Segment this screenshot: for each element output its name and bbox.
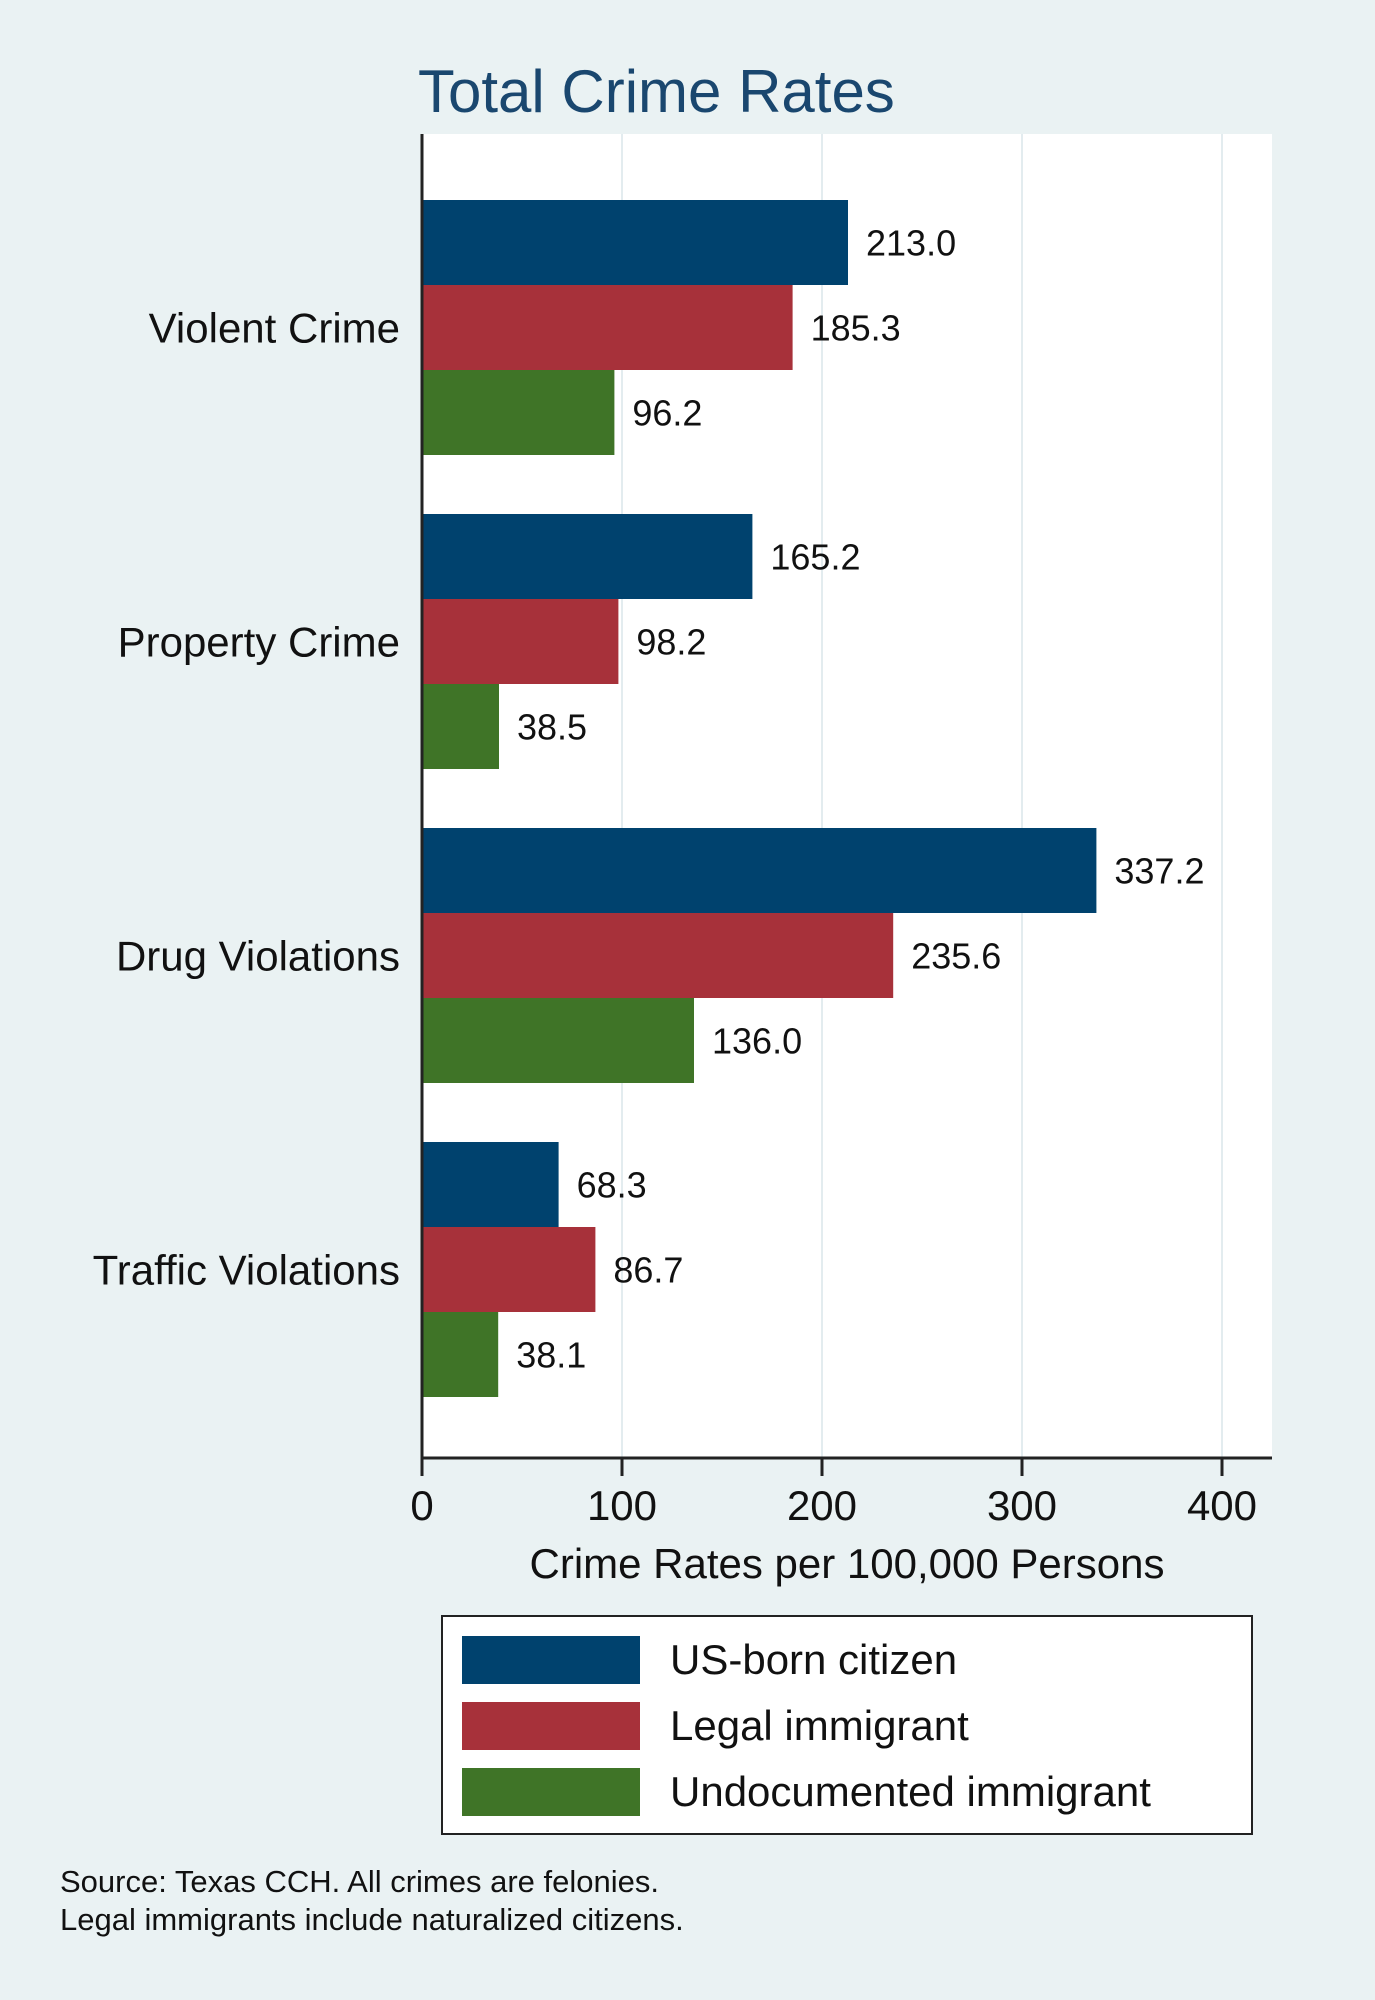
legend-swatch [462, 1702, 640, 1750]
legend: US-born citizen Legal immigrant Undocument… [441, 1615, 1253, 1835]
x-tick-label: 400 [1187, 1482, 1257, 1529]
category-label: Traffic Violations [93, 1247, 400, 1294]
bar-value-label: 165.2 [770, 537, 860, 578]
legend-label: Undocumented immigrant [670, 1768, 1151, 1815]
bar-3-1 [422, 1227, 596, 1312]
bar-value-label: 38.5 [517, 707, 587, 748]
x-tick-label: 300 [987, 1482, 1057, 1529]
category-label: Violent Crime [149, 305, 400, 352]
bar-1-1 [422, 599, 619, 684]
bar-value-label: 38.1 [516, 1335, 586, 1376]
bar-3-0 [422, 1142, 559, 1227]
source-notes: Source: Texas CCH. All crimes are feloni… [60, 1864, 684, 1937]
x-tick-label: 200 [787, 1482, 857, 1529]
bar-value-label: 136.0 [712, 1021, 802, 1062]
bar-value-label: 96.2 [632, 393, 702, 434]
x-tick-label: 0 [410, 1482, 433, 1529]
bar-1-0 [422, 514, 753, 599]
category-label: Property Crime [118, 619, 400, 666]
bar-3-2 [422, 1312, 499, 1397]
legend-swatch [462, 1768, 640, 1816]
bar-value-label: 98.2 [636, 622, 706, 663]
legend-swatch [462, 1636, 640, 1684]
bar-2-1 [422, 913, 894, 998]
bar-1-2 [422, 684, 499, 769]
data-labels: 213.0 185.3 96.2 Violent Crime 165.2 98.2 38.5… [93, 223, 1205, 1376]
bar-2-0 [422, 828, 1097, 913]
source-note: Source: Texas CCH. All crimes are feloni… [60, 1864, 659, 1899]
legend-label: US-born citizen [670, 1636, 957, 1683]
bar-value-label: 337.2 [1114, 851, 1204, 892]
axes: 0 100 200 300 400 [410, 134, 1272, 1529]
bar-value-label: 68.3 [577, 1165, 647, 1206]
x-axis-title: Crime Rates per 100,000 Persons [530, 1540, 1165, 1587]
bar-value-label: 213.0 [866, 223, 956, 264]
bar-value-label: 235.6 [911, 936, 1001, 977]
source-note: Legal immigrants include naturalized cit… [60, 1902, 684, 1937]
legend-label: Legal immigrant [670, 1702, 969, 1749]
bar-value-label: 86.7 [613, 1250, 683, 1291]
bar-value-label: 185.3 [811, 308, 901, 349]
category-label: Drug Violations [116, 933, 400, 980]
x-tick-label: 100 [587, 1482, 657, 1529]
bar-0-2 [422, 370, 615, 455]
bars [422, 200, 1097, 1397]
chart-title: Total Crime Rates [418, 58, 895, 125]
bar-2-2 [422, 998, 694, 1083]
bar-0-0 [422, 200, 848, 285]
bar-0-1 [422, 285, 793, 370]
